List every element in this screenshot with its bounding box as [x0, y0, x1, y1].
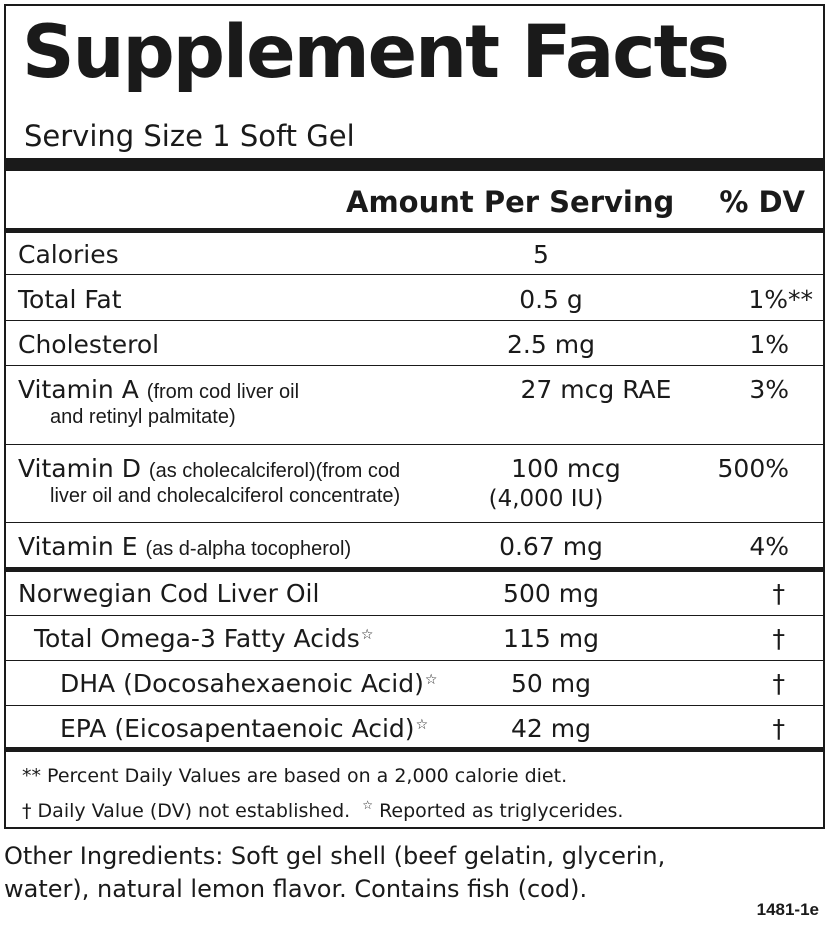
footnote-dv-not-established: † Daily Value (DV) not established. ☆ Re…	[22, 798, 623, 822]
oil-name: Norwegian Cod Liver Oil	[18, 579, 320, 608]
nutrient-name: Cholesterol	[18, 330, 160, 359]
nutrient-source: (as d-alpha tocopherol)	[145, 538, 352, 560]
section-divider	[6, 567, 823, 572]
oil-amount: 42 mg	[511, 714, 591, 743]
thick-divider	[6, 158, 823, 171]
panel-title: Supplement Facts	[22, 10, 730, 95]
oil-amount: 50 mg	[511, 669, 591, 698]
oil-name-group: Total Omega-3 Fatty Acids☆	[34, 624, 373, 653]
other-ingredients-line2: water), natural lemon flavor. Contains f…	[4, 875, 588, 903]
nutrient-dv: 1%	[749, 330, 789, 359]
nutrient-name-group: Vitamin D (as cholecalciferol)(from cod …	[18, 454, 400, 508]
row-divider	[6, 615, 823, 616]
footnote-divider	[6, 747, 823, 752]
dv-header: % DV	[719, 185, 805, 219]
oil-name: Total Omega-3 Fatty Acids	[34, 624, 360, 653]
other-ingredients: Other Ingredients: Soft gel shell (beef …	[4, 840, 665, 906]
star-icon: ☆	[415, 717, 429, 733]
row-divider	[6, 365, 823, 366]
row-divider	[6, 274, 823, 275]
nutrient-dv: 1%**	[748, 285, 813, 314]
row-divider	[6, 660, 823, 661]
oil-name: EPA (Eicosapentaenoic Acid)	[60, 714, 415, 743]
nutrient-source-cont: liver oil and cholecalciferol concentrat…	[50, 485, 401, 507]
nutrient-name: Vitamin D	[18, 454, 141, 483]
nutrient-dv: 3%	[749, 375, 789, 404]
oil-amount: 115 mg	[503, 624, 599, 653]
nutrient-name: Vitamin E	[18, 532, 138, 561]
nutrient-name: Calories	[18, 240, 119, 269]
nutrient-amount: 5	[533, 240, 549, 269]
label-code: 1481-1e	[756, 900, 819, 919]
oil-name: DHA (Docosahexaenoic Acid)	[60, 669, 424, 698]
oil-name-group: DHA (Docosahexaenoic Acid)☆	[60, 669, 437, 698]
oil-name-group: EPA (Eicosapentaenoic Acid)☆	[60, 714, 428, 743]
footnote-dagger-text: † Daily Value (DV) not established.	[22, 800, 351, 822]
amount-header: Amount Per Serving	[346, 185, 675, 219]
row-divider	[6, 705, 823, 706]
nutrient-name: Total Fat	[18, 285, 122, 314]
dagger-symbol: †	[772, 714, 786, 743]
nutrient-source: (as cholecalciferol)(from cod	[148, 460, 401, 482]
nutrient-amount: 27 mcg RAE	[520, 375, 672, 404]
nutrient-amount: 0.67 mg	[499, 532, 603, 561]
supplement-facts-panel: Supplement Facts Serving Size 1 Soft Gel…	[4, 4, 825, 829]
dagger-symbol: †	[772, 624, 786, 653]
row-divider	[6, 320, 823, 321]
oil-amount: 500 mg	[503, 579, 599, 608]
other-ingredients-line1: Other Ingredients: Soft gel shell (beef …	[4, 842, 666, 870]
dagger-symbol: †	[772, 669, 786, 698]
footnote-dv-basis: ** Percent Daily Values are based on a 2…	[22, 765, 568, 787]
row-divider	[6, 522, 823, 523]
nutrient-dv: 500%	[717, 454, 789, 483]
star-icon: ☆	[424, 672, 438, 688]
nutrient-name-group: Vitamin E (as d-alpha tocopherol)	[18, 532, 351, 561]
dagger-symbol: †	[772, 579, 786, 608]
nutrient-amount: 0.5 g	[519, 285, 583, 314]
nutrient-amount: 100 mcg	[511, 454, 621, 483]
header-divider	[6, 228, 823, 233]
nutrient-source-cont: and retinyl palmitate)	[50, 406, 236, 428]
footnote-triglycerides: Reported as triglycerides.	[379, 800, 624, 822]
nutrient-amount-iu: (4,000 IU)	[488, 486, 604, 512]
nutrient-dv: 4%	[749, 532, 789, 561]
star-icon: ☆	[360, 627, 374, 643]
nutrient-name-group: Vitamin A (from cod liver oil and retiny…	[18, 375, 299, 429]
nutrient-amount: 2.5 mg	[507, 330, 595, 359]
nutrient-source: (from cod liver oil	[146, 381, 300, 403]
serving-size: Serving Size 1 Soft Gel	[24, 119, 355, 153]
star-icon: ☆	[362, 798, 374, 812]
row-divider	[6, 444, 823, 445]
nutrient-name: Vitamin A	[18, 375, 139, 404]
